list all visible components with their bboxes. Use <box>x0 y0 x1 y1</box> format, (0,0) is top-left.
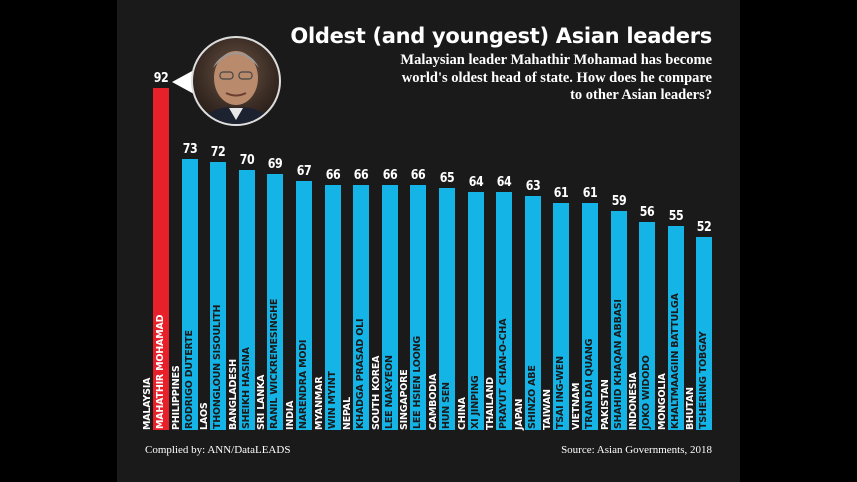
bar-bhutan <box>696 236 713 430</box>
value-label: 56 <box>639 204 655 220</box>
leader-photo <box>191 36 281 126</box>
value-label: 61 <box>554 186 569 202</box>
value-label: 66 <box>382 167 398 183</box>
bar-china <box>467 192 484 430</box>
bar-south-korea <box>381 184 398 430</box>
country-label: SOUTH KOREA <box>370 355 382 430</box>
leader-label: THONGLOUN SISOULITH <box>212 304 224 429</box>
value-label: 52 <box>697 219 712 235</box>
leader-label: HUN SEN <box>441 382 452 429</box>
bar-philippines <box>181 158 198 430</box>
country-label: VIETNAM <box>571 382 582 430</box>
leader-label: LEE HSIEN LOONG <box>412 335 424 429</box>
value-label: 66 <box>411 167 426 183</box>
value-label: 72 <box>210 145 226 161</box>
country-label: INDONESIA <box>628 372 640 430</box>
country-label: CHINA <box>456 397 468 430</box>
bar-sri-lanka <box>267 173 284 430</box>
photo-pointer <box>172 70 194 94</box>
bar-laos <box>210 162 227 430</box>
bar-malaysia <box>153 88 169 430</box>
leader-label: RODRIGO DUTERTE <box>183 330 195 429</box>
bar-japan <box>524 195 541 430</box>
value-label: 92 <box>153 71 169 86</box>
country-label: LAOS <box>199 402 211 430</box>
country-label: PAKISTAN <box>599 379 611 430</box>
country-label: SRI LANKA <box>256 374 268 430</box>
country-label: MONGOLIA <box>656 373 668 430</box>
value-label: 65 <box>439 171 455 187</box>
leader-label: TSAI ING-WEN <box>555 356 567 429</box>
value-label: 59 <box>611 193 626 209</box>
leader-label: SHINZO ABE <box>526 365 538 429</box>
country-label: BHUTAN <box>685 387 697 430</box>
leader-label: LEE NAK-YEON <box>383 355 395 429</box>
bar-mongolia <box>667 225 684 430</box>
value-label: 70 <box>239 152 255 168</box>
country-label: JAPAN <box>513 398 525 430</box>
leader-label: RANIL WICKREMESINGHE <box>269 298 281 429</box>
leader-label: KHALTMAAGIIN BATTULGA <box>669 293 681 429</box>
leader-label: KHADGA PRASAD OLI <box>355 318 367 429</box>
value-label: 66 <box>353 167 369 183</box>
bar-bangladesh <box>238 169 255 430</box>
leader-label: PRAYUT CHAN-O-CHA <box>498 318 510 429</box>
country-label: MALAYSIA <box>142 377 153 430</box>
bar-taiwan <box>553 203 570 430</box>
value-label: 63 <box>525 178 541 194</box>
leader-label: SHEIKH HASINA <box>240 347 252 429</box>
country-label: BANGLADESH <box>227 359 239 430</box>
leader-label: XI JINPING <box>469 375 481 429</box>
bar-indonesia <box>639 221 656 430</box>
bar-vietnam <box>582 203 598 430</box>
value-label: 64 <box>468 175 483 191</box>
bar-singapore <box>410 184 427 430</box>
bar-cambodia <box>439 188 455 430</box>
value-label: 67 <box>296 163 312 179</box>
leader-label: MAHATHIR MOHAMAD <box>155 314 166 429</box>
value-label: 66 <box>325 167 340 183</box>
country-label: NEPAL <box>342 397 354 430</box>
value-label: 64 <box>496 175 512 191</box>
leader-label: TSHERING TOBGAY <box>698 331 710 429</box>
bar-pakistan <box>610 210 627 430</box>
bar-india <box>296 180 312 430</box>
bar-nepal <box>353 184 370 430</box>
value-label: 73 <box>182 141 197 157</box>
leader-label: JOKO WIDODO <box>641 355 653 429</box>
country-label: MYANMAR <box>313 376 325 430</box>
compiled-by: Complied by: ANN/DataLEADS <box>145 444 291 456</box>
country-label: THAILAND <box>485 377 497 430</box>
country-label: SINGAPORE <box>399 369 411 430</box>
bar-thailand <box>496 192 513 430</box>
country-label: TAIWAN <box>542 389 554 430</box>
bar-myanmar <box>324 184 341 430</box>
chart-subtitle: Malaysian leader Mahathir Mohamad has be… <box>400 52 712 103</box>
chart-panel: Oldest (and youngest) Asian leaders Mala… <box>117 0 740 482</box>
value-label: 55 <box>668 208 684 224</box>
country-label: PHILIPPINES <box>170 365 182 430</box>
value-label: 61 <box>582 186 598 202</box>
leader-label: NARENDRA MODI <box>298 339 309 429</box>
leader-label: SHAHID KHAQAN ABBASI <box>612 299 624 429</box>
chart-title: Oldest (and youngest) Asian leaders <box>290 24 712 48</box>
value-label: 69 <box>268 156 283 172</box>
source-note: Source: Asian Governments, 2018 <box>561 444 712 456</box>
leader-label: WIN MYINT <box>326 371 338 429</box>
leader-label: TRAN DAI QUANG <box>584 338 595 429</box>
country-label: INDIA <box>285 400 296 430</box>
country-label: CAMBODIA <box>428 373 439 430</box>
